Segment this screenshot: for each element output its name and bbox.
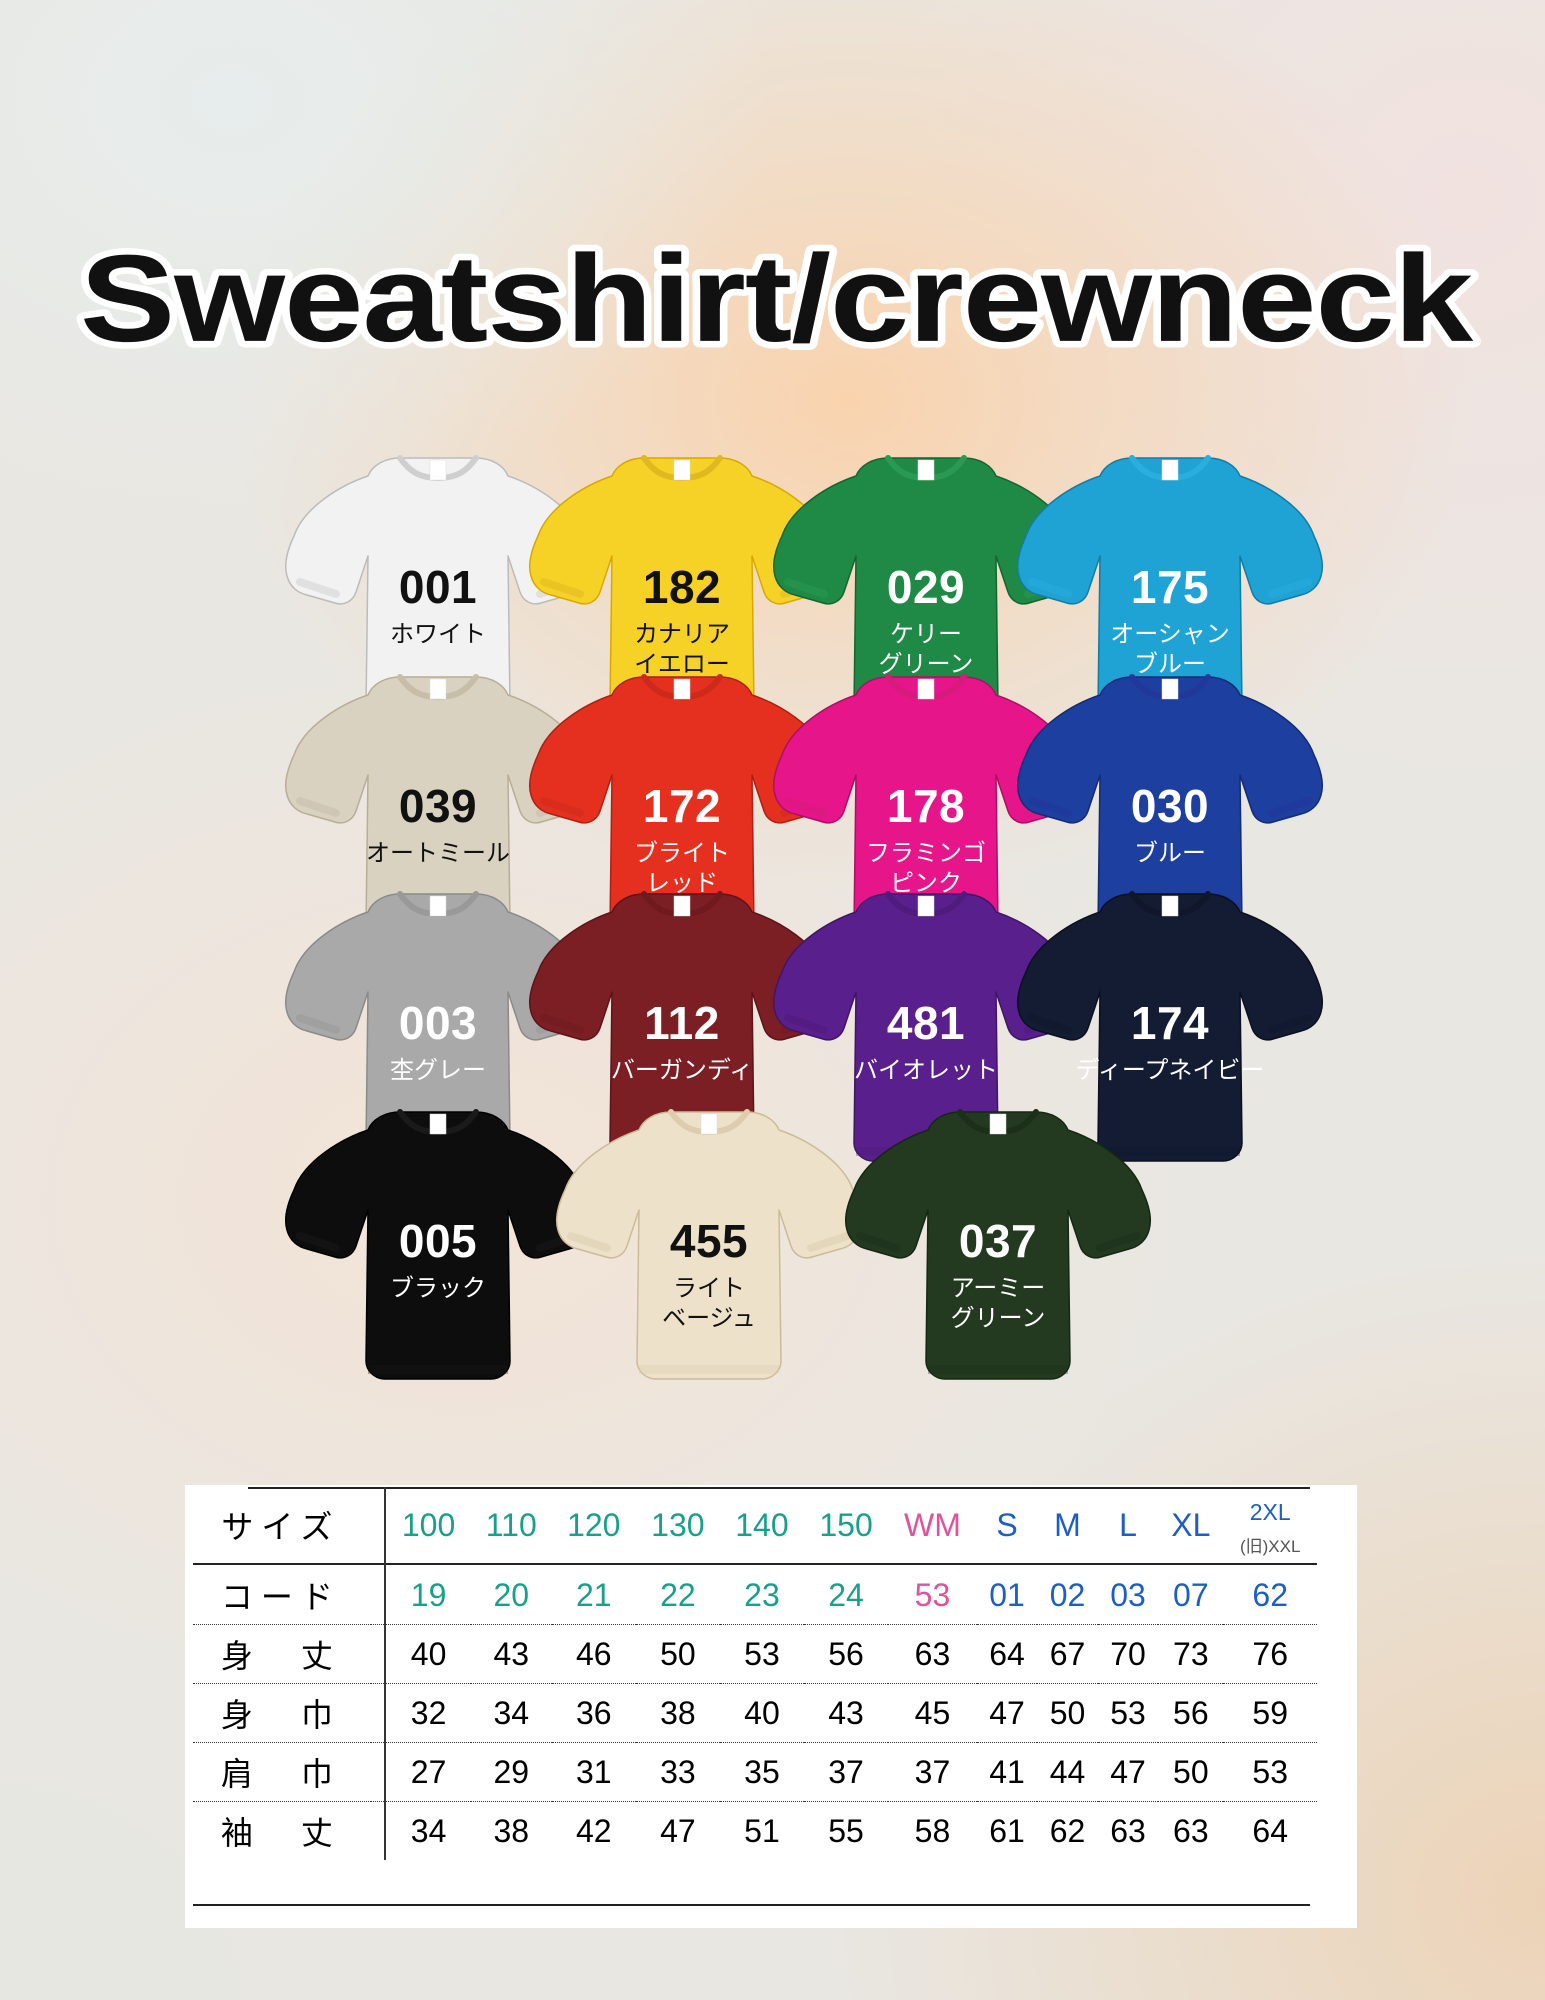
svg-text:Sweatshirt/crewneck: Sweatshirt/crewneck: [80, 230, 1474, 368]
